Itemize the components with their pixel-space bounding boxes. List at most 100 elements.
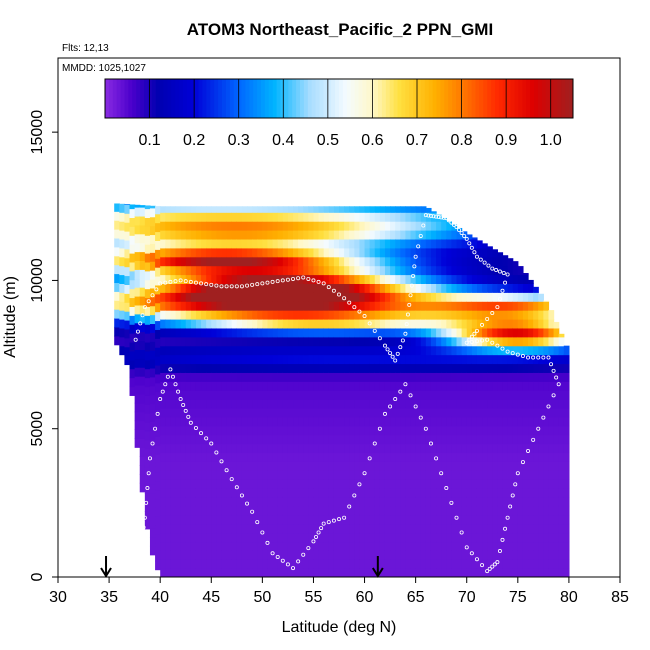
curtain-cell xyxy=(441,390,447,400)
track-point xyxy=(416,244,421,249)
curtain-cell xyxy=(262,514,269,525)
curtain-cell xyxy=(364,265,371,276)
curtain-cell xyxy=(405,425,412,436)
curtain-cell xyxy=(359,496,366,507)
curtain-cell xyxy=(206,425,212,436)
curtain-cell xyxy=(155,302,161,313)
track-point xyxy=(163,280,168,285)
curtain-cell xyxy=(446,381,452,391)
curtain-cell xyxy=(379,310,386,320)
curtain-cell xyxy=(190,381,197,391)
curtain-cell xyxy=(282,256,289,267)
curtain-cell xyxy=(395,523,401,534)
track-point xyxy=(311,539,316,544)
curtain-cell xyxy=(206,327,212,338)
colorbar-swatch xyxy=(393,79,398,118)
curtain-cell xyxy=(492,390,498,400)
curtain-cell xyxy=(512,363,519,373)
curtain-cell xyxy=(160,568,166,577)
curtain-cell xyxy=(185,345,192,356)
curtain-cell xyxy=(390,568,396,577)
curtain-cell xyxy=(165,381,171,391)
track-point xyxy=(423,426,428,431)
curtain-cell xyxy=(425,452,432,462)
curtain-cell xyxy=(517,559,524,569)
curtain-cell xyxy=(482,345,488,356)
curtain-cell xyxy=(211,434,217,445)
curtain-cell xyxy=(456,407,463,418)
curtain-cell xyxy=(262,532,269,543)
curtain-cell xyxy=(548,310,555,320)
curtain-cell xyxy=(502,310,509,320)
curtain-cell xyxy=(236,372,243,382)
curtain-cell xyxy=(446,354,452,365)
curtain-cell xyxy=(195,336,202,347)
curtain-cell xyxy=(466,234,473,240)
curtain-cell xyxy=(405,532,412,543)
curtain-cell xyxy=(190,568,197,577)
curtain-cell xyxy=(522,532,529,543)
curtain-cell xyxy=(420,532,427,543)
curtain-cell xyxy=(201,274,207,284)
curtain-cell xyxy=(354,238,361,249)
curtain-cell xyxy=(441,230,447,240)
curtain-cell xyxy=(262,265,269,276)
track-point xyxy=(314,534,319,539)
curtain-cell xyxy=(476,550,483,560)
arrow-markers xyxy=(100,556,384,578)
curtain-cell xyxy=(293,381,299,391)
x-tick-label: 60 xyxy=(356,589,374,606)
curtain-cell xyxy=(400,372,407,382)
curtain-cell xyxy=(533,434,539,445)
curtain-cell xyxy=(333,470,340,480)
curtain-cell xyxy=(395,238,401,249)
track-point xyxy=(439,215,444,220)
curtain-cell xyxy=(144,235,151,245)
curtain-cell xyxy=(201,434,207,445)
curtain-cell xyxy=(553,345,560,356)
curtain-cell xyxy=(277,505,284,516)
curtain-cell xyxy=(236,559,243,569)
y-tick-label: 0 xyxy=(29,572,46,581)
curtain-cell xyxy=(461,238,468,249)
curtain-cell xyxy=(374,221,381,231)
curtain-cell xyxy=(282,310,289,320)
curtain-cell xyxy=(144,288,151,299)
track-point xyxy=(214,283,219,288)
curtain-cell xyxy=(558,425,565,436)
curtain-cell xyxy=(170,479,177,489)
curtain-cell xyxy=(185,568,192,577)
curtain-cell xyxy=(502,541,509,551)
curtain-cell xyxy=(139,438,146,448)
curtain-cell xyxy=(114,211,120,221)
curtain-cell xyxy=(395,425,401,436)
curtain-cell xyxy=(420,265,427,276)
curtain-cell xyxy=(206,336,212,347)
curtain-cell xyxy=(415,292,422,302)
colorbar-swatch xyxy=(300,79,305,118)
curtain-cell xyxy=(436,292,442,302)
curtain-cell xyxy=(262,212,269,222)
curtain-cell xyxy=(241,399,248,409)
curtain-cell xyxy=(206,230,212,240)
curtain-cell xyxy=(507,258,514,267)
curtain-cell xyxy=(390,345,396,356)
curtain-cell xyxy=(369,425,376,436)
curtain-cell xyxy=(379,488,386,498)
curtain-cell xyxy=(522,488,529,498)
curtain-cell xyxy=(308,470,315,480)
curtain-cell xyxy=(328,407,335,418)
colorbar-swatch xyxy=(229,79,235,118)
curtain-cell xyxy=(446,568,452,577)
track-point xyxy=(444,486,449,491)
curtain-cell xyxy=(456,256,463,267)
curtain-cell xyxy=(303,327,309,338)
curtain-cell xyxy=(400,206,407,213)
curtain-cell xyxy=(456,230,463,240)
curtain-cell xyxy=(441,568,447,577)
curtain-cell xyxy=(298,230,304,240)
curtain-cell xyxy=(155,551,161,562)
curtain-cell xyxy=(165,541,171,551)
colorbar-swatch xyxy=(331,79,336,118)
curtain-cell xyxy=(384,479,391,489)
